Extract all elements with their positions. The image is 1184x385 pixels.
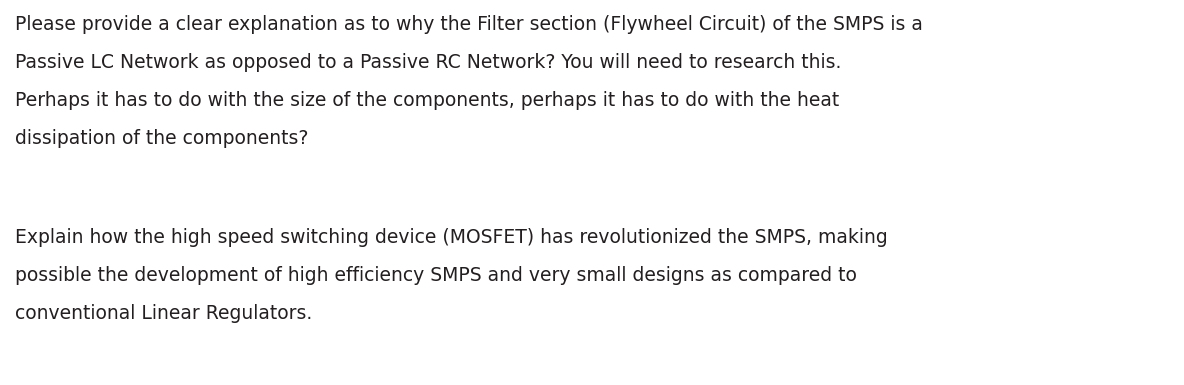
Text: conventional Linear Regulators.: conventional Linear Regulators.	[15, 304, 313, 323]
Text: dissipation of the components?: dissipation of the components?	[15, 129, 309, 148]
Text: Explain how the high speed switching device (MOSFET) has revolutionized the SMPS: Explain how the high speed switching dev…	[15, 228, 888, 247]
Text: Please provide a clear explanation as to why the Filter section (Flywheel Circui: Please provide a clear explanation as to…	[15, 15, 924, 34]
Text: possible the development of high efficiency SMPS and very small designs as compa: possible the development of high efficie…	[15, 266, 857, 285]
Text: Passive LC Network as opposed to a Passive RC Network? You will need to research: Passive LC Network as opposed to a Passi…	[15, 53, 842, 72]
Text: Perhaps it has to do with the size of the components, perhaps it has to do with : Perhaps it has to do with the size of th…	[15, 91, 839, 110]
